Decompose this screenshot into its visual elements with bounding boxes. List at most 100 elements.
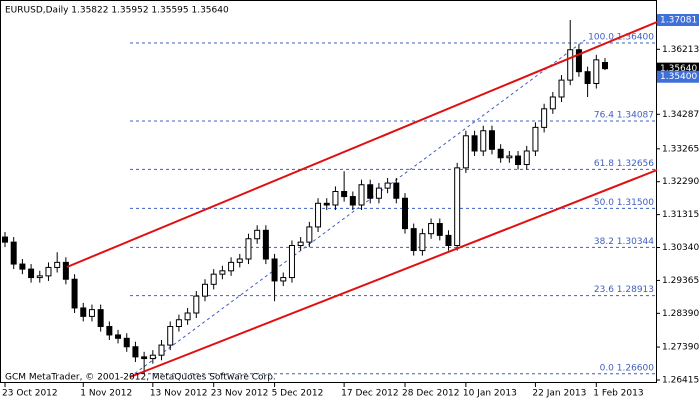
candle-body — [97, 309, 104, 328]
y-tick-label: 1.30340 — [662, 243, 699, 253]
candle-body — [149, 354, 156, 360]
candle-body — [184, 312, 191, 321]
x-tick-label: 1 Nov 2012 — [80, 389, 132, 399]
candle-body — [45, 266, 52, 277]
candle-body — [454, 167, 461, 246]
candle-body — [2, 236, 8, 243]
candle-body — [167, 326, 174, 346]
candle-body — [593, 59, 600, 84]
candle-body — [497, 148, 504, 159]
y-tick-label: 1.36213 — [662, 45, 699, 55]
candle-body — [271, 258, 278, 282]
price-label: 1.37081 — [660, 16, 697, 26]
channel-upper — [66, 21, 658, 268]
candle-body — [480, 130, 487, 152]
candle-body — [297, 241, 304, 246]
candle-body — [558, 79, 565, 98]
candle-body — [254, 229, 261, 240]
candle-body — [123, 337, 130, 348]
price-label-box — [657, 70, 699, 83]
candle-body — [532, 126, 539, 152]
fib-label: 23.6 1.28913 — [594, 285, 654, 295]
fib-label: 0.0 1.26600 — [600, 363, 655, 373]
y-tick-label: 1.29365 — [662, 276, 699, 286]
candle-body — [332, 190, 339, 206]
candle-body — [175, 319, 182, 328]
chart-header: EURUSD,Daily 1.35822 1.35952 1.35595 1.3… — [5, 6, 229, 16]
y-tick-label: 1.33265 — [662, 144, 699, 154]
candle-body — [488, 130, 495, 150]
y-tick-label: 1.32290 — [662, 177, 699, 187]
candle-body — [462, 135, 469, 169]
price-label: 1.35400 — [660, 72, 697, 82]
candle-body — [228, 261, 235, 272]
x-tick-label: 22 Jan 2013 — [532, 389, 586, 399]
candle-body — [158, 344, 165, 356]
candle-body — [88, 309, 95, 317]
candle-body — [288, 244, 295, 279]
fib-label: 50.0 1.31500 — [594, 198, 654, 208]
candle-body — [602, 61, 608, 70]
channel-lower — [129, 169, 658, 378]
price-label-box — [657, 14, 699, 26]
candle-body — [202, 283, 208, 297]
candle-body — [471, 135, 478, 152]
x-tick-label: 17 Dec 2012 — [341, 389, 399, 399]
candle-body — [36, 275, 43, 279]
x-tick-label: 1 Feb 2013 — [593, 389, 643, 399]
candle-body — [10, 241, 17, 265]
candle-body — [315, 202, 322, 228]
candle-body — [80, 307, 87, 317]
y-tick-label: 1.27390 — [662, 343, 699, 353]
candle-body — [375, 187, 382, 199]
candle-body — [19, 263, 26, 270]
candle-body — [428, 223, 435, 235]
candle-body — [549, 96, 556, 110]
candle-body — [71, 278, 78, 309]
candle-body — [280, 277, 287, 282]
candle-body — [445, 234, 452, 246]
candle-body — [349, 196, 356, 206]
candle-body — [62, 261, 69, 280]
candle-body — [262, 229, 269, 260]
y-tick-label: 1.34287 — [662, 110, 699, 120]
x-tick-label: 28 Dec 2012 — [402, 389, 460, 399]
candle-body — [236, 258, 243, 263]
candle-body — [419, 233, 426, 252]
candle-body — [367, 184, 374, 199]
candle-body — [28, 268, 35, 279]
candle-body — [141, 356, 148, 360]
axes-group: 1.36213 1.34287 1.33265 1.32290 1.31315 1.303… — [2, 14, 699, 399]
candle-body — [245, 238, 252, 260]
footer: GCM MetaTrader, © 2001-2012, MetaQuotes … — [5, 373, 276, 383]
x-tick-label: 23 Nov 2012 — [211, 389, 269, 399]
candle-body — [358, 184, 365, 206]
y-tick-label: 1.26415 — [662, 376, 699, 386]
candle-body — [306, 226, 313, 243]
candle-body — [341, 190, 348, 198]
candle-body — [575, 49, 582, 73]
candle-body — [393, 182, 400, 199]
candle-body — [402, 197, 408, 230]
candle-body — [567, 49, 574, 81]
candle-body — [132, 346, 139, 358]
fib-baseline — [129, 39, 586, 378]
candle-body — [541, 108, 548, 128]
candle-body — [323, 202, 330, 206]
fib-label: 38.2 1.30344 — [594, 237, 654, 247]
price-label: 1.35640 — [660, 64, 697, 74]
candle-body — [410, 228, 417, 252]
y-tick-label: 1.31315 — [662, 210, 699, 220]
fib-label: 61.8 1.32656 — [594, 159, 654, 169]
candle-body — [436, 223, 443, 236]
candle-body — [584, 71, 591, 84]
x-tick-label: 10 Jan 2013 — [463, 389, 517, 399]
candle-body — [384, 182, 391, 189]
x-tick-label: 13 Nov 2012 — [150, 389, 208, 399]
x-tick-label: 23 Oct 2012 — [2, 389, 58, 399]
candle-body — [115, 334, 122, 339]
candle-body — [106, 326, 113, 336]
candle-group — [2, 20, 608, 374]
